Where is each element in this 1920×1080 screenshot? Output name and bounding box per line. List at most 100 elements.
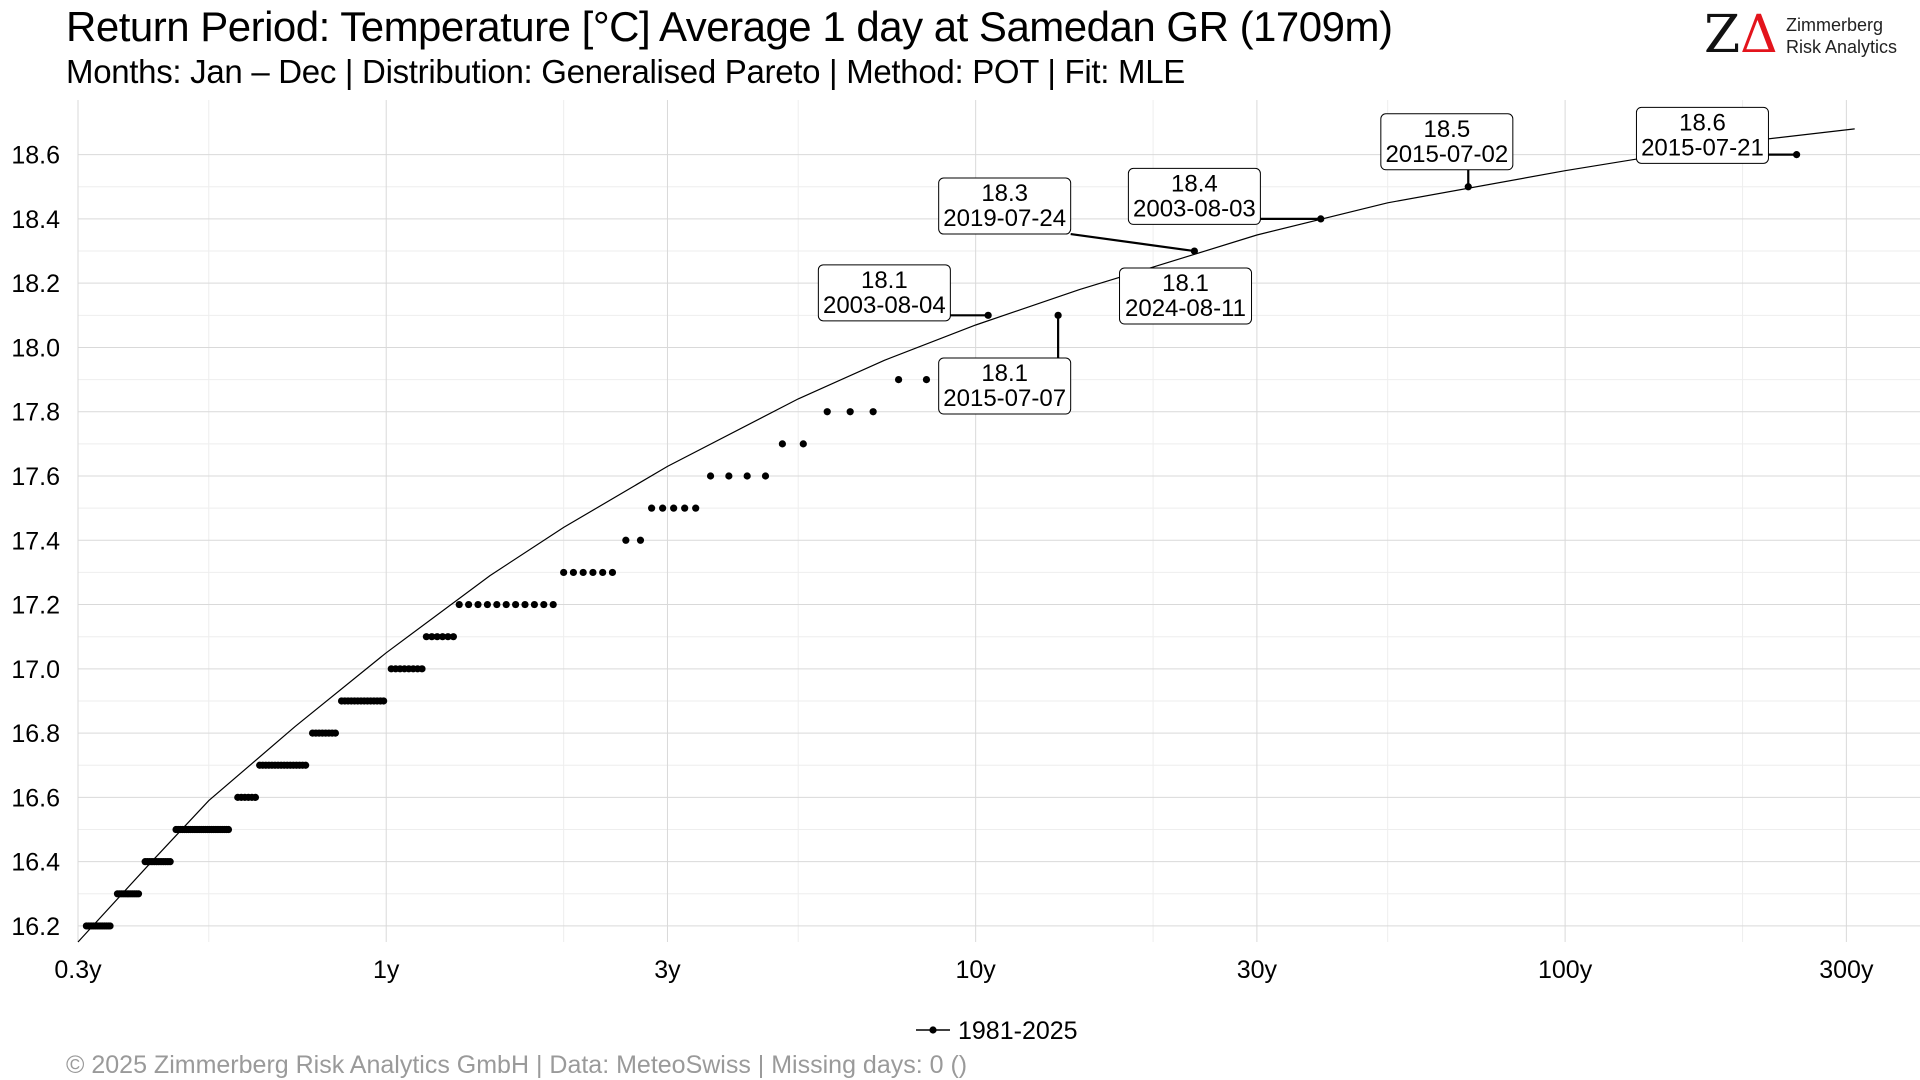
x-tick-label: 30y bbox=[1237, 956, 1278, 984]
annotation-date: 2019-07-24 bbox=[943, 205, 1066, 232]
data-point bbox=[474, 600, 482, 609]
logo-text: Zimmerberg Risk Analytics bbox=[1786, 14, 1897, 58]
data-point bbox=[422, 633, 431, 641]
data-point bbox=[636, 536, 645, 544]
data-points bbox=[82, 151, 1801, 930]
y-tick-label: 16.2 bbox=[11, 913, 60, 941]
x-tick-label: 1y bbox=[373, 956, 400, 984]
y-tick-label: 18.2 bbox=[11, 270, 60, 298]
data-point bbox=[540, 600, 548, 609]
y-tick-label: 18.6 bbox=[11, 142, 60, 170]
data-point bbox=[560, 568, 568, 577]
annotation-value: 18.6 bbox=[1679, 109, 1726, 136]
data-point bbox=[438, 633, 447, 641]
x-tick-label: 300y bbox=[1819, 956, 1874, 984]
footer-copyright: © 2025 Zimmerberg Risk Analytics GmbH | … bbox=[66, 1051, 968, 1079]
annotation-box bbox=[1119, 267, 1253, 325]
data-point bbox=[706, 472, 715, 480]
data-point bbox=[579, 568, 587, 577]
chart-subtitle: Months: Jan – Dec | Distribution: Genera… bbox=[66, 53, 1185, 90]
annotation-date: 2015-07-21 bbox=[1641, 134, 1764, 161]
data-point bbox=[670, 504, 678, 512]
data-point bbox=[569, 568, 578, 577]
data-point bbox=[823, 408, 831, 416]
data-point bbox=[622, 536, 630, 544]
data-point bbox=[778, 440, 786, 448]
data-point bbox=[134, 890, 143, 898]
annotation-box bbox=[938, 177, 1072, 235]
y-tick-label: 17.6 bbox=[11, 463, 60, 491]
x-tick-label: 100y bbox=[1538, 956, 1593, 984]
company-logo: ZΔ Zimmerberg Risk Analytics bbox=[1704, 6, 1904, 64]
y-axis: 16.2 16.4 16.6 16.8 17.0 17.2 17.4 17.6 17.8 18.0… bbox=[11, 142, 60, 941]
chart-title: Return Period: Temperature [°C] Average … bbox=[66, 3, 1393, 50]
data-point bbox=[502, 600, 510, 609]
annotation-date: 2003-08-03 bbox=[1133, 195, 1256, 222]
y-tick-label: 18.4 bbox=[11, 206, 60, 234]
data-point bbox=[106, 922, 114, 930]
data-point bbox=[251, 793, 260, 801]
annotations: 18.12003-08-0418.12015-07-0718.12024-08-… bbox=[817, 106, 1797, 415]
data-point bbox=[692, 504, 700, 512]
logo-line-1: Zimmerberg bbox=[1786, 15, 1884, 35]
logo-line-2: Risk Analytics bbox=[1786, 37, 1898, 57]
legend-label: 1981-2025 bbox=[958, 1017, 1078, 1045]
data-point bbox=[530, 600, 539, 609]
data-point bbox=[743, 472, 751, 480]
x-axis: 0.3y 1y 3y 10y 30y 100y 300y bbox=[54, 956, 1874, 984]
annotation-box bbox=[817, 264, 951, 322]
data-point bbox=[512, 600, 520, 609]
data-point bbox=[418, 665, 426, 673]
annotation-date: 2024-08-11 bbox=[1125, 295, 1246, 322]
annotation-date: 2015-07-07 bbox=[943, 385, 1066, 412]
data-point bbox=[608, 568, 617, 577]
data-point bbox=[846, 408, 854, 416]
data-point bbox=[725, 472, 733, 480]
annotation-value: 18.5 bbox=[1423, 116, 1470, 143]
legend-marker bbox=[929, 1026, 937, 1034]
y-tick-label: 16.6 bbox=[11, 784, 60, 812]
x-tick-label: 10y bbox=[956, 956, 997, 984]
y-tick-label: 17.8 bbox=[11, 399, 60, 427]
annotation-value: 18.1 bbox=[1162, 270, 1209, 297]
annotation-leader bbox=[1070, 232, 1195, 253]
data-point bbox=[166, 858, 174, 866]
data-point bbox=[331, 729, 340, 737]
data-point bbox=[799, 440, 807, 448]
annotation-value: 18.1 bbox=[981, 360, 1028, 387]
data-point bbox=[869, 408, 877, 416]
x-tick-label: 0.3y bbox=[54, 956, 102, 984]
data-point bbox=[521, 600, 529, 609]
data-point bbox=[761, 472, 770, 480]
fit-curve bbox=[77, 128, 1855, 943]
data-point bbox=[224, 825, 233, 834]
data-point bbox=[681, 504, 689, 512]
data-point bbox=[922, 375, 931, 384]
data-point bbox=[894, 375, 903, 384]
annotation-value: 18.1 bbox=[861, 267, 908, 294]
data-point bbox=[648, 504, 656, 512]
annotation-box bbox=[1127, 167, 1261, 225]
data-point bbox=[589, 568, 597, 577]
data-point bbox=[455, 600, 463, 609]
annotation-date: 2003-08-04 bbox=[823, 292, 946, 319]
data-point bbox=[465, 600, 473, 609]
annotation-box bbox=[938, 357, 1072, 415]
data-point bbox=[549, 600, 557, 609]
y-tick-label: 18.0 bbox=[11, 334, 60, 362]
data-point bbox=[599, 568, 607, 577]
logo-mark-icon: ZΔ bbox=[1704, 6, 1778, 64]
x-tick-label: 3y bbox=[654, 956, 681, 984]
data-point bbox=[433, 633, 441, 641]
annotation-value: 18.3 bbox=[981, 180, 1028, 207]
data-point bbox=[380, 697, 388, 705]
y-tick-label: 17.2 bbox=[11, 592, 60, 620]
y-tick-label: 17.4 bbox=[11, 527, 60, 555]
